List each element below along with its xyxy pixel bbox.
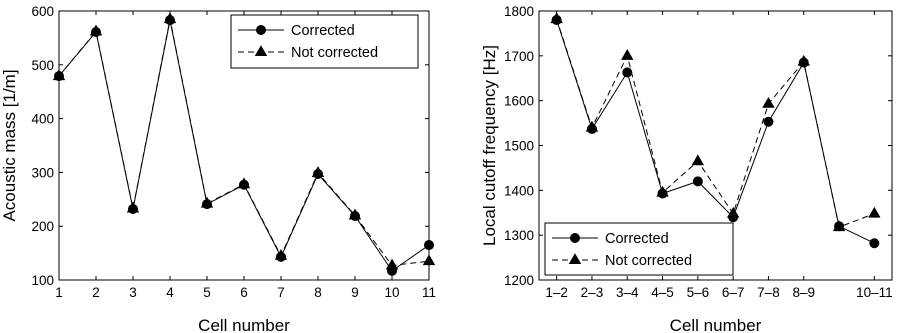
data-point-not-corrected [656,185,669,197]
x-tick-label: 10 [384,285,399,300]
y-tick-label: 300 [31,165,54,180]
x-tick-label: 4–5 [651,285,674,300]
legend-box [230,14,419,69]
legend-marker [570,232,581,243]
y-tick-label: 500 [31,58,54,73]
legend-marker [254,45,268,56]
y-tick-label: 600 [31,4,54,19]
x-tick-label: 8–9 [792,285,815,300]
data-point-not-corrected [274,248,288,260]
y-axis-label: Local cutoff frequency [Hz] [480,45,499,246]
data-point-not-corrected [585,120,599,132]
x-tick-label: 2–3 [581,285,604,300]
y-tick-label: 1500 [504,139,534,154]
x-tick-label: 5 [203,285,211,300]
x-tick-label: 3 [129,285,137,300]
data-point-not-corrected [726,206,740,218]
y-tick-label: 1400 [504,183,534,198]
data-point-corrected [869,238,880,249]
data-point-not-corrected [163,12,177,24]
x-axis-label: Cell number [670,316,762,333]
data-point-not-corrected [200,196,214,208]
x-tick-label: 8 [314,285,322,300]
data-point-not-corrected [868,206,881,218]
data-point-not-corrected [237,177,251,189]
series-line-2 [556,18,875,228]
y-tick-label: 1800 [504,4,534,19]
data-point-not-corrected [311,166,325,177]
data-point-corrected [622,67,633,78]
data-point-not-corrected [89,24,103,36]
legend [230,14,419,69]
x-tick-label: 6–7 [722,285,745,300]
data-point-not-corrected [385,258,399,270]
y-tick-label: 1200 [504,273,534,288]
legend-label: Corrected [605,231,669,247]
chart-panel-1 [52,10,436,281]
chart-panel-2 [538,10,893,281]
y-tick-label: 1700 [504,49,534,64]
x-tick-label: 9 [351,285,359,300]
y-tick-label: 1300 [504,228,534,243]
x-tick-label: 6 [240,285,248,300]
y-axis-label: Acoustic mass [1/m] [0,69,19,221]
data-point-corrected [692,176,703,187]
legend-label: Not corrected [605,253,692,269]
y-tick-label: 1600 [504,94,534,109]
x-tick-label: 7–8 [757,285,780,300]
y-tick-label: 200 [31,219,54,234]
y-tick-label: 100 [31,273,54,288]
x-tick-label: 10–11 [856,285,893,300]
legend-label: Not corrected [291,45,378,61]
x-axis-label: Cell number [198,316,290,333]
x-tick-label: 3–4 [616,285,639,300]
legend-marker [568,253,582,265]
data-point-not-corrected [422,254,436,266]
x-tick-label: 7 [277,285,285,300]
data-point-not-corrected [797,54,810,66]
data-point-not-corrected [621,49,634,60]
data-point-not-corrected [691,154,705,166]
y-tick-label: 400 [31,112,54,127]
series-line-1 [556,19,875,244]
legend-label: Corrected [291,23,355,39]
data-point-not-corrected [550,12,563,24]
data-point-not-corrected [126,201,140,213]
legend [544,222,734,276]
x-tick-label: 4 [166,285,174,300]
x-tick-label: 2 [92,285,100,300]
data-point-not-corrected [762,97,775,108]
legend-box [544,222,734,276]
x-tick-label: 1 [55,285,63,300]
x-tick-label: 1–2 [545,285,568,300]
data-point-not-corrected [832,220,846,232]
legend-marker [255,24,266,35]
data-point-corrected [423,240,434,251]
x-tick-label: 5–6 [687,285,710,300]
data-point-corrected [763,116,774,127]
data-point-not-corrected [52,69,66,81]
data-point-not-corrected [348,208,362,220]
x-tick-label: 11 [422,285,436,300]
